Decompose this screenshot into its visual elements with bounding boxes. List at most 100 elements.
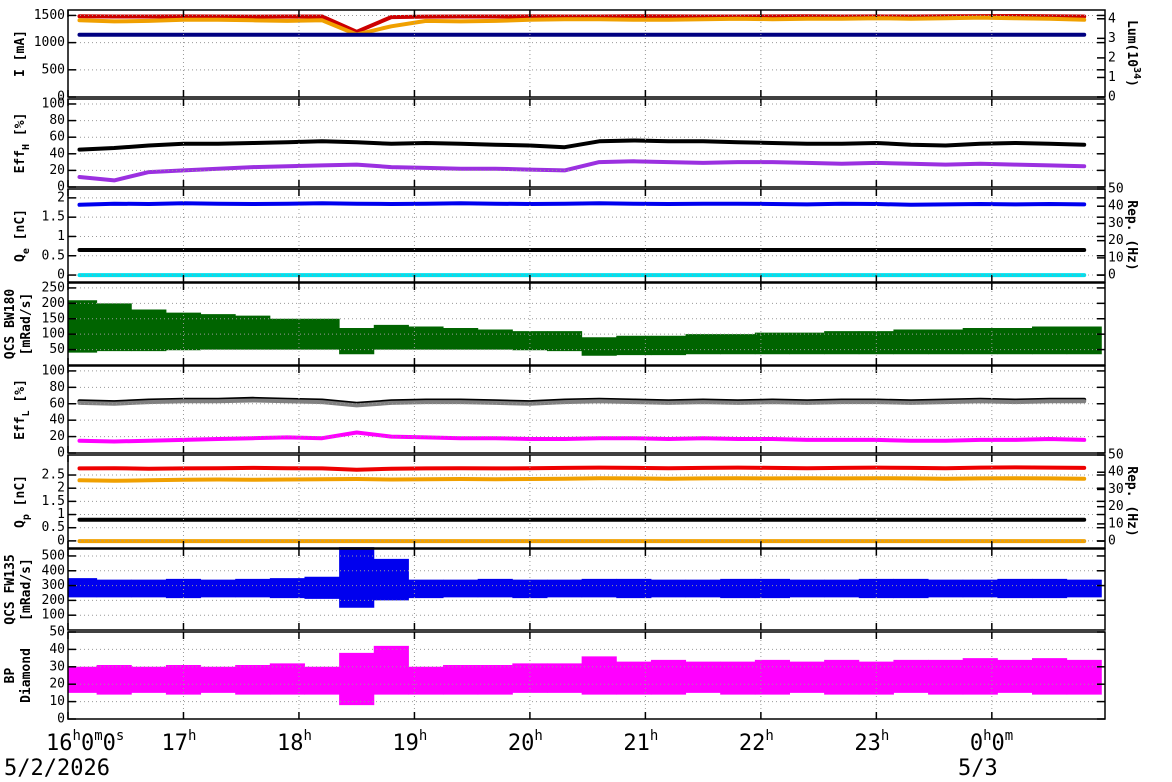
axis-label: EffH [%] <box>13 113 32 174</box>
y-tick-label: 2.5 <box>42 468 65 483</box>
y-tick-label: 500 <box>42 62 65 77</box>
x-tick-label: 21h <box>623 728 658 756</box>
axis-label-part: QCS BW180 <box>3 289 18 360</box>
x-tick-label: 16h0m0s <box>46 728 124 756</box>
x-tick-label-part: 23 <box>854 731 881 756</box>
y2-tick-label: 0 <box>1108 534 1116 549</box>
x-tick-label-part: 16 <box>46 731 73 756</box>
y-tick-label: 1000 <box>34 35 65 50</box>
y-tick-label: 300 <box>42 578 65 593</box>
x-tick-label-part: 0 <box>103 731 116 756</box>
axis-label-part: Rep. (Hz) <box>1125 200 1140 270</box>
y-tick-label: 0 <box>57 712 65 727</box>
y2-tick-label: 0 <box>1108 268 1116 283</box>
panel-frame <box>67 454 1106 549</box>
series-line <box>77 476 1087 483</box>
panel-frame <box>67 282 1106 366</box>
axis-label-part: I [mA] <box>13 30 28 77</box>
series-line <box>77 14 1087 34</box>
x-tick-label-part: m <box>94 728 102 744</box>
axis-label: Lum(1034) <box>1125 20 1143 87</box>
axis-label-part: Diamond <box>19 648 34 703</box>
y2-tick-label: 50 <box>1108 182 1124 197</box>
x-tick-label-part: h <box>983 728 991 744</box>
axis-label-part: [nC] <box>13 209 28 248</box>
y-tick-label: 60 <box>49 396 65 411</box>
x-tick-label-part: s <box>116 728 124 744</box>
axis-label: [mRad/s] <box>19 293 34 356</box>
y-tick-label: 500 <box>42 548 65 563</box>
y-tick-label: 0 <box>57 180 65 195</box>
x-tick-label-part: h <box>765 728 773 744</box>
y-tick-label: 1.5 <box>42 210 65 225</box>
axis-label-part: H <box>21 144 32 150</box>
y-tick-label: 1 <box>57 229 65 244</box>
y-tick-label: 40 <box>49 146 65 161</box>
x-tick-label-part: 22 <box>739 731 766 756</box>
panel-frame <box>67 548 1106 631</box>
x-tick-label-part: 18 <box>277 731 304 756</box>
x-tick-label-part: 19 <box>392 731 419 756</box>
y2-tick-label: 10 <box>1108 250 1124 265</box>
y-tick-label: 200 <box>42 296 65 311</box>
date-label: 5/2/2026 <box>4 756 110 781</box>
y-tick-label: 250 <box>42 280 65 295</box>
series-line <box>77 398 1087 408</box>
y-tick-label: 30 <box>49 659 65 674</box>
x-tick-label-part: 0 <box>81 731 94 756</box>
plot-area <box>68 14 1102 706</box>
x-tick-label-part: 17 <box>161 731 188 756</box>
y2-tick-label: 3 <box>1108 31 1116 46</box>
axis-label-part: [mRad/s] <box>19 293 34 356</box>
axis-label-part: BP <box>3 668 18 684</box>
series-line <box>77 430 1087 444</box>
axis-label: [mRad/s] <box>19 558 34 621</box>
x-tick-label: 18h <box>277 728 312 756</box>
y2-tick-label: 10 <box>1108 516 1124 531</box>
y-tick-label: 1 <box>57 507 65 522</box>
axis-label: EffL [%] <box>13 379 32 440</box>
axis-label-part: Rep. (Hz) <box>1125 466 1140 536</box>
y-tick-label: 100 <box>42 363 65 378</box>
y2-tick-label: 30 <box>1108 216 1124 231</box>
axis-label: Qp [nC] <box>13 475 32 528</box>
y-tick-label: 40 <box>49 642 65 657</box>
axis-label-part: L <box>21 410 32 416</box>
x-tick-label: 23h <box>854 728 889 756</box>
y-tick-label: 200 <box>42 593 65 608</box>
x-tick-label-part: h <box>419 728 427 744</box>
axis-label-part: Eff <box>13 150 28 173</box>
panel-frame <box>67 9 1106 98</box>
x-tick-label-part: h <box>188 728 196 744</box>
series-line <box>77 15 1087 37</box>
x-tick-label-part: m <box>1005 728 1013 744</box>
y-tick-label: 50 <box>49 342 65 357</box>
x-tick-label-part: h <box>650 728 658 744</box>
axis-label: QCS BW180 <box>3 289 18 360</box>
axis-label-part: p <box>21 514 32 520</box>
x-tick-label-part: 21 <box>623 731 650 756</box>
axis-label-part: e <box>21 248 32 254</box>
y2-tick-label: 40 <box>1108 465 1124 480</box>
y-tick-label: 2 <box>57 190 65 205</box>
axis-label: Rep. (Hz) <box>1125 466 1140 536</box>
axis-label-part: QCS FW135 <box>3 554 18 624</box>
x-tick-label-part: h <box>534 728 542 744</box>
y-tick-label: 40 <box>49 413 65 428</box>
y2-tick-label: 0 <box>1108 90 1116 105</box>
axis-label-part: Q <box>13 254 28 262</box>
axis-label-part: 34 <box>1132 67 1143 79</box>
y-tick-label: 400 <box>42 563 65 578</box>
x-tick-label-part: 0 <box>992 731 1005 756</box>
y2-tick-label: 4 <box>1108 11 1116 26</box>
series-line <box>77 138 1087 152</box>
y-tick-label: 0 <box>57 268 65 283</box>
x-tick-label: 0h0m <box>970 728 1013 756</box>
y2-tick-label: 1 <box>1108 70 1116 85</box>
series-line <box>77 201 1087 207</box>
axis-label-part: ) <box>1125 79 1140 87</box>
axis-label-part: Q <box>13 520 28 528</box>
x-tick-label-part: h <box>303 728 311 744</box>
y-tick-label: 0 <box>57 533 65 548</box>
